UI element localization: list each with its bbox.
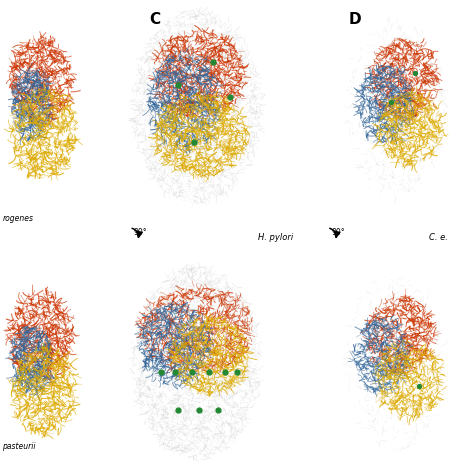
Text: H. pylori: H. pylori [258,233,293,242]
Text: D: D [348,12,361,27]
Text: C. e.: C. e. [429,233,448,242]
Text: 90°: 90° [134,228,147,237]
Text: pasteurii: pasteurii [2,442,36,451]
Text: 90°: 90° [331,228,345,237]
Text: C: C [149,12,160,27]
Text: rogenes: rogenes [2,214,33,223]
